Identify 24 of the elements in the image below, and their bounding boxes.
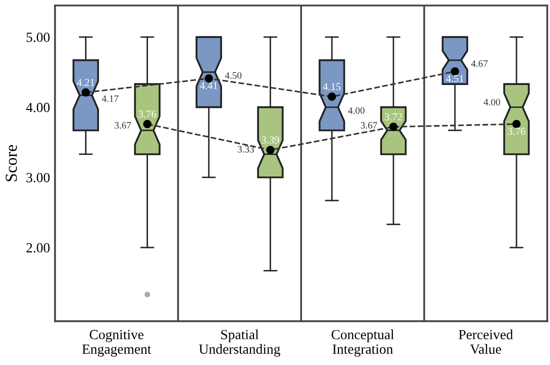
y-axis-title: Score [6, 144, 17, 182]
annotation: 3.76 [508, 128, 526, 135]
annotation: 4.17 [102, 95, 118, 102]
annotation: 3.39 [262, 136, 280, 144]
annotation: 3.67 [360, 122, 378, 129]
annotation: 3.67 [114, 122, 132, 129]
annotation: 4.67 [471, 60, 488, 67]
x-tick-label: Perceived Value [458, 330, 513, 354]
y-tick-label: 5.00 [26, 32, 50, 42]
y-tick-label: 3.00 [26, 172, 50, 182]
annotation: 4.41 [200, 82, 218, 90]
annotation: 3.76 [138, 110, 156, 118]
annotation: 3.72 [384, 113, 402, 120]
annotation: 4.21 [76, 78, 94, 86]
x-tick-label: Conceptual Integration [332, 330, 394, 357]
annotation: 4.15 [322, 83, 341, 90]
x-tick-label: Cognitive Engagement [82, 330, 152, 357]
y-tick-label: 4.00 [26, 102, 50, 112]
x-tick-label: Spatial Understanding [198, 330, 280, 357]
annotation: 4.50 [225, 72, 242, 79]
annotation: 4.00 [484, 98, 500, 106]
annotation: 4.51 [446, 75, 464, 82]
y-tick-label: 2.00 [26, 243, 50, 253]
annotation: 4.00 [348, 107, 365, 114]
